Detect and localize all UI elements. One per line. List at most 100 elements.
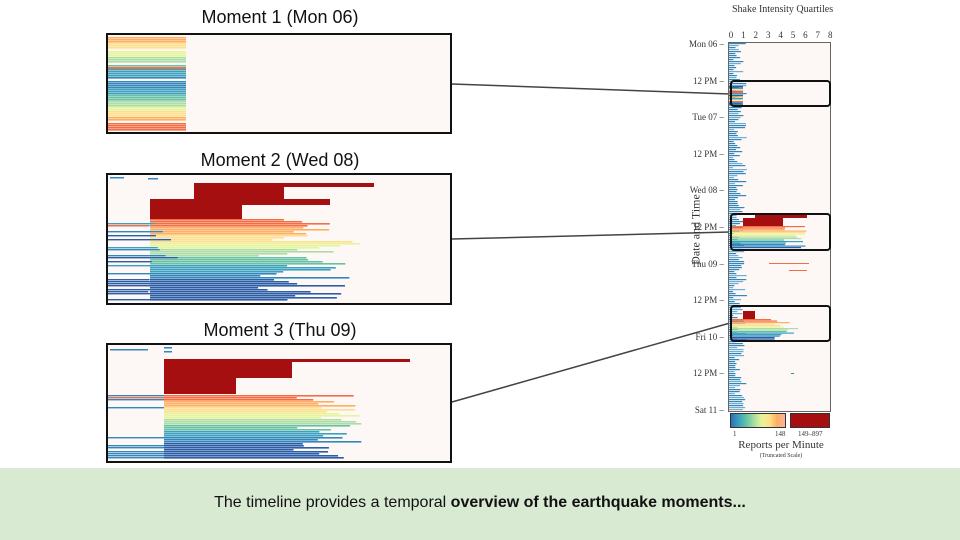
heatmap-row bbox=[164, 455, 339, 457]
heatmap-row bbox=[108, 51, 186, 53]
timeline-row bbox=[729, 69, 734, 71]
heatmap-row bbox=[150, 227, 304, 229]
timeline-row bbox=[729, 205, 739, 207]
heatmap-row bbox=[108, 291, 149, 293]
heatmap-row bbox=[108, 63, 186, 65]
timeline-row bbox=[729, 301, 735, 303]
heatmap-row bbox=[150, 225, 308, 227]
timeline-row bbox=[729, 89, 743, 91]
timeline-row bbox=[791, 373, 794, 374]
heatmap-row bbox=[108, 231, 163, 233]
moment-1-title: Moment 1 (Mon 06) bbox=[201, 7, 359, 27]
heatmap-row bbox=[164, 397, 297, 399]
timeline-row bbox=[731, 325, 781, 327]
timeline-row bbox=[729, 369, 740, 371]
timeline-row bbox=[729, 173, 746, 175]
timeline-row bbox=[731, 229, 785, 231]
heatmap-row bbox=[150, 285, 345, 287]
timeline-row bbox=[729, 397, 745, 399]
timeline-x-tick: 3 bbox=[765, 30, 771, 40]
connector-line-3 bbox=[451, 322, 731, 403]
timeline-row bbox=[729, 187, 737, 189]
heatmap-block bbox=[194, 183, 374, 187]
timeline-row bbox=[729, 195, 747, 197]
timeline-row bbox=[731, 329, 788, 331]
timeline-row bbox=[729, 193, 741, 195]
heatmap-row bbox=[164, 447, 329, 449]
heatmap-row bbox=[108, 93, 186, 95]
heatmap-row bbox=[164, 431, 320, 433]
heatmap-row bbox=[108, 107, 186, 109]
timeline-row bbox=[731, 334, 782, 336]
connector-line-1 bbox=[451, 83, 731, 95]
timeline-row bbox=[729, 217, 737, 219]
heatmap-row bbox=[108, 279, 150, 281]
heatmap-row bbox=[108, 281, 150, 283]
heatmap-row bbox=[108, 79, 186, 81]
timeline-row bbox=[729, 55, 737, 57]
heatmap-row bbox=[150, 259, 309, 261]
timeline-row bbox=[731, 322, 790, 324]
heatmap-row bbox=[150, 289, 268, 291]
heatmap-row bbox=[108, 273, 151, 275]
timeline-row bbox=[729, 309, 743, 311]
timeline-row bbox=[729, 151, 743, 153]
heatmap-row bbox=[108, 451, 164, 453]
heatmap-row bbox=[164, 427, 298, 429]
timeline-row bbox=[731, 338, 775, 340]
timeline-row bbox=[731, 323, 775, 325]
heatmap-row bbox=[164, 413, 340, 415]
timeline-row bbox=[729, 383, 747, 385]
timeline-row bbox=[731, 242, 786, 244]
heatmap-row bbox=[108, 119, 186, 121]
heatmap-row bbox=[108, 109, 186, 111]
heatmap-row bbox=[164, 451, 329, 453]
timeline-row bbox=[729, 317, 738, 319]
timeline-row bbox=[729, 169, 747, 171]
timeline-row bbox=[729, 65, 735, 67]
timeline-row bbox=[729, 295, 747, 297]
heatmap-row bbox=[164, 419, 342, 421]
timeline-row bbox=[731, 235, 796, 237]
timeline-row bbox=[729, 115, 744, 117]
timeline-row bbox=[729, 289, 746, 291]
timeline-row bbox=[729, 211, 743, 213]
heatmap-row bbox=[150, 237, 285, 239]
heatmap-row bbox=[150, 283, 298, 285]
timeline-row bbox=[729, 117, 741, 119]
timeline-row bbox=[729, 375, 736, 377]
timeline-row bbox=[729, 95, 743, 97]
heatmap-row bbox=[108, 283, 157, 285]
timeline-highlight-moment-1[interactable] bbox=[730, 80, 831, 107]
timeline-row bbox=[729, 161, 738, 163]
timeline-row bbox=[729, 387, 736, 389]
heatmap-row bbox=[108, 87, 186, 89]
timeline-row bbox=[729, 403, 744, 405]
timeline-row bbox=[729, 267, 742, 269]
caption-band bbox=[0, 468, 960, 540]
timeline-row bbox=[729, 311, 738, 313]
timeline-row bbox=[729, 381, 742, 383]
timeline-row bbox=[729, 121, 735, 123]
heatmap-row bbox=[164, 421, 357, 423]
timeline-x-tick: 6 bbox=[803, 30, 808, 40]
heatmap-row bbox=[148, 178, 158, 180]
timeline-row bbox=[731, 326, 784, 328]
timeline-row bbox=[729, 261, 745, 263]
heatmap-row bbox=[108, 49, 186, 51]
heatmap-row bbox=[164, 443, 303, 445]
timeline-row bbox=[729, 135, 738, 137]
timeline-y-tick: Wed 08 – bbox=[689, 185, 724, 196]
timeline-row bbox=[729, 225, 737, 227]
heatmap-row bbox=[164, 351, 172, 353]
heatmap-row bbox=[150, 247, 319, 249]
timeline-row bbox=[729, 265, 742, 267]
timeline-highlight-moment-3[interactable] bbox=[730, 305, 831, 342]
timeline-row bbox=[729, 92, 743, 94]
timeline-y-tick: 12 PM – bbox=[692, 75, 724, 86]
timeline-x-tick: 7 bbox=[815, 30, 821, 40]
timeline-y-tick: Fri 10 – bbox=[695, 331, 724, 342]
timeline-row bbox=[731, 227, 786, 229]
heatmap-row bbox=[164, 439, 318, 441]
timeline-highlight-moment-2[interactable] bbox=[730, 213, 831, 251]
